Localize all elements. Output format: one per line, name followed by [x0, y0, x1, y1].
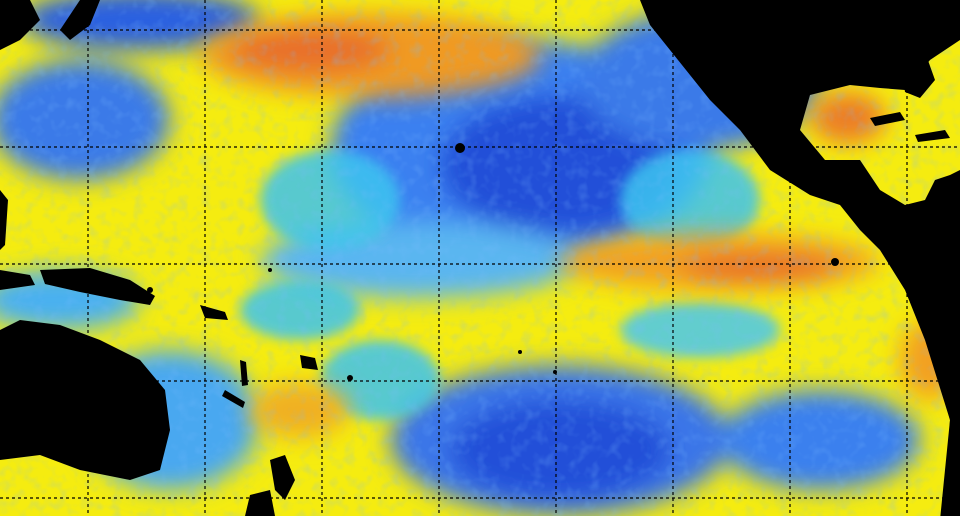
- land-island-4: [147, 287, 153, 293]
- land-florida: [900, 52, 935, 98]
- land-vanuatu: [240, 360, 248, 386]
- land-island-2: [518, 350, 522, 354]
- land-australia: [0, 320, 170, 480]
- land-new-caledonia: [222, 390, 245, 408]
- land-new-zealand-north: [270, 455, 295, 500]
- land-indonesia: [0, 270, 35, 290]
- land-fiji: [300, 355, 318, 370]
- land-island-6: [268, 268, 272, 272]
- land-south-america: [915, 190, 960, 516]
- land-new-guinea: [40, 268, 155, 305]
- land-island-5: [831, 258, 839, 266]
- land-asia-northwest: [0, 0, 40, 50]
- land-caribbean-2: [915, 130, 950, 142]
- land-southeast-asia: [0, 190, 8, 250]
- land-hawaii: [455, 143, 465, 153]
- land-north-america: [640, 0, 960, 516]
- land-caribbean-1: [870, 112, 905, 126]
- land-solomon-islands: [200, 305, 228, 320]
- land-new-zealand-south: [245, 490, 275, 516]
- land-island-1: [347, 375, 353, 381]
- land-japan: [60, 0, 100, 40]
